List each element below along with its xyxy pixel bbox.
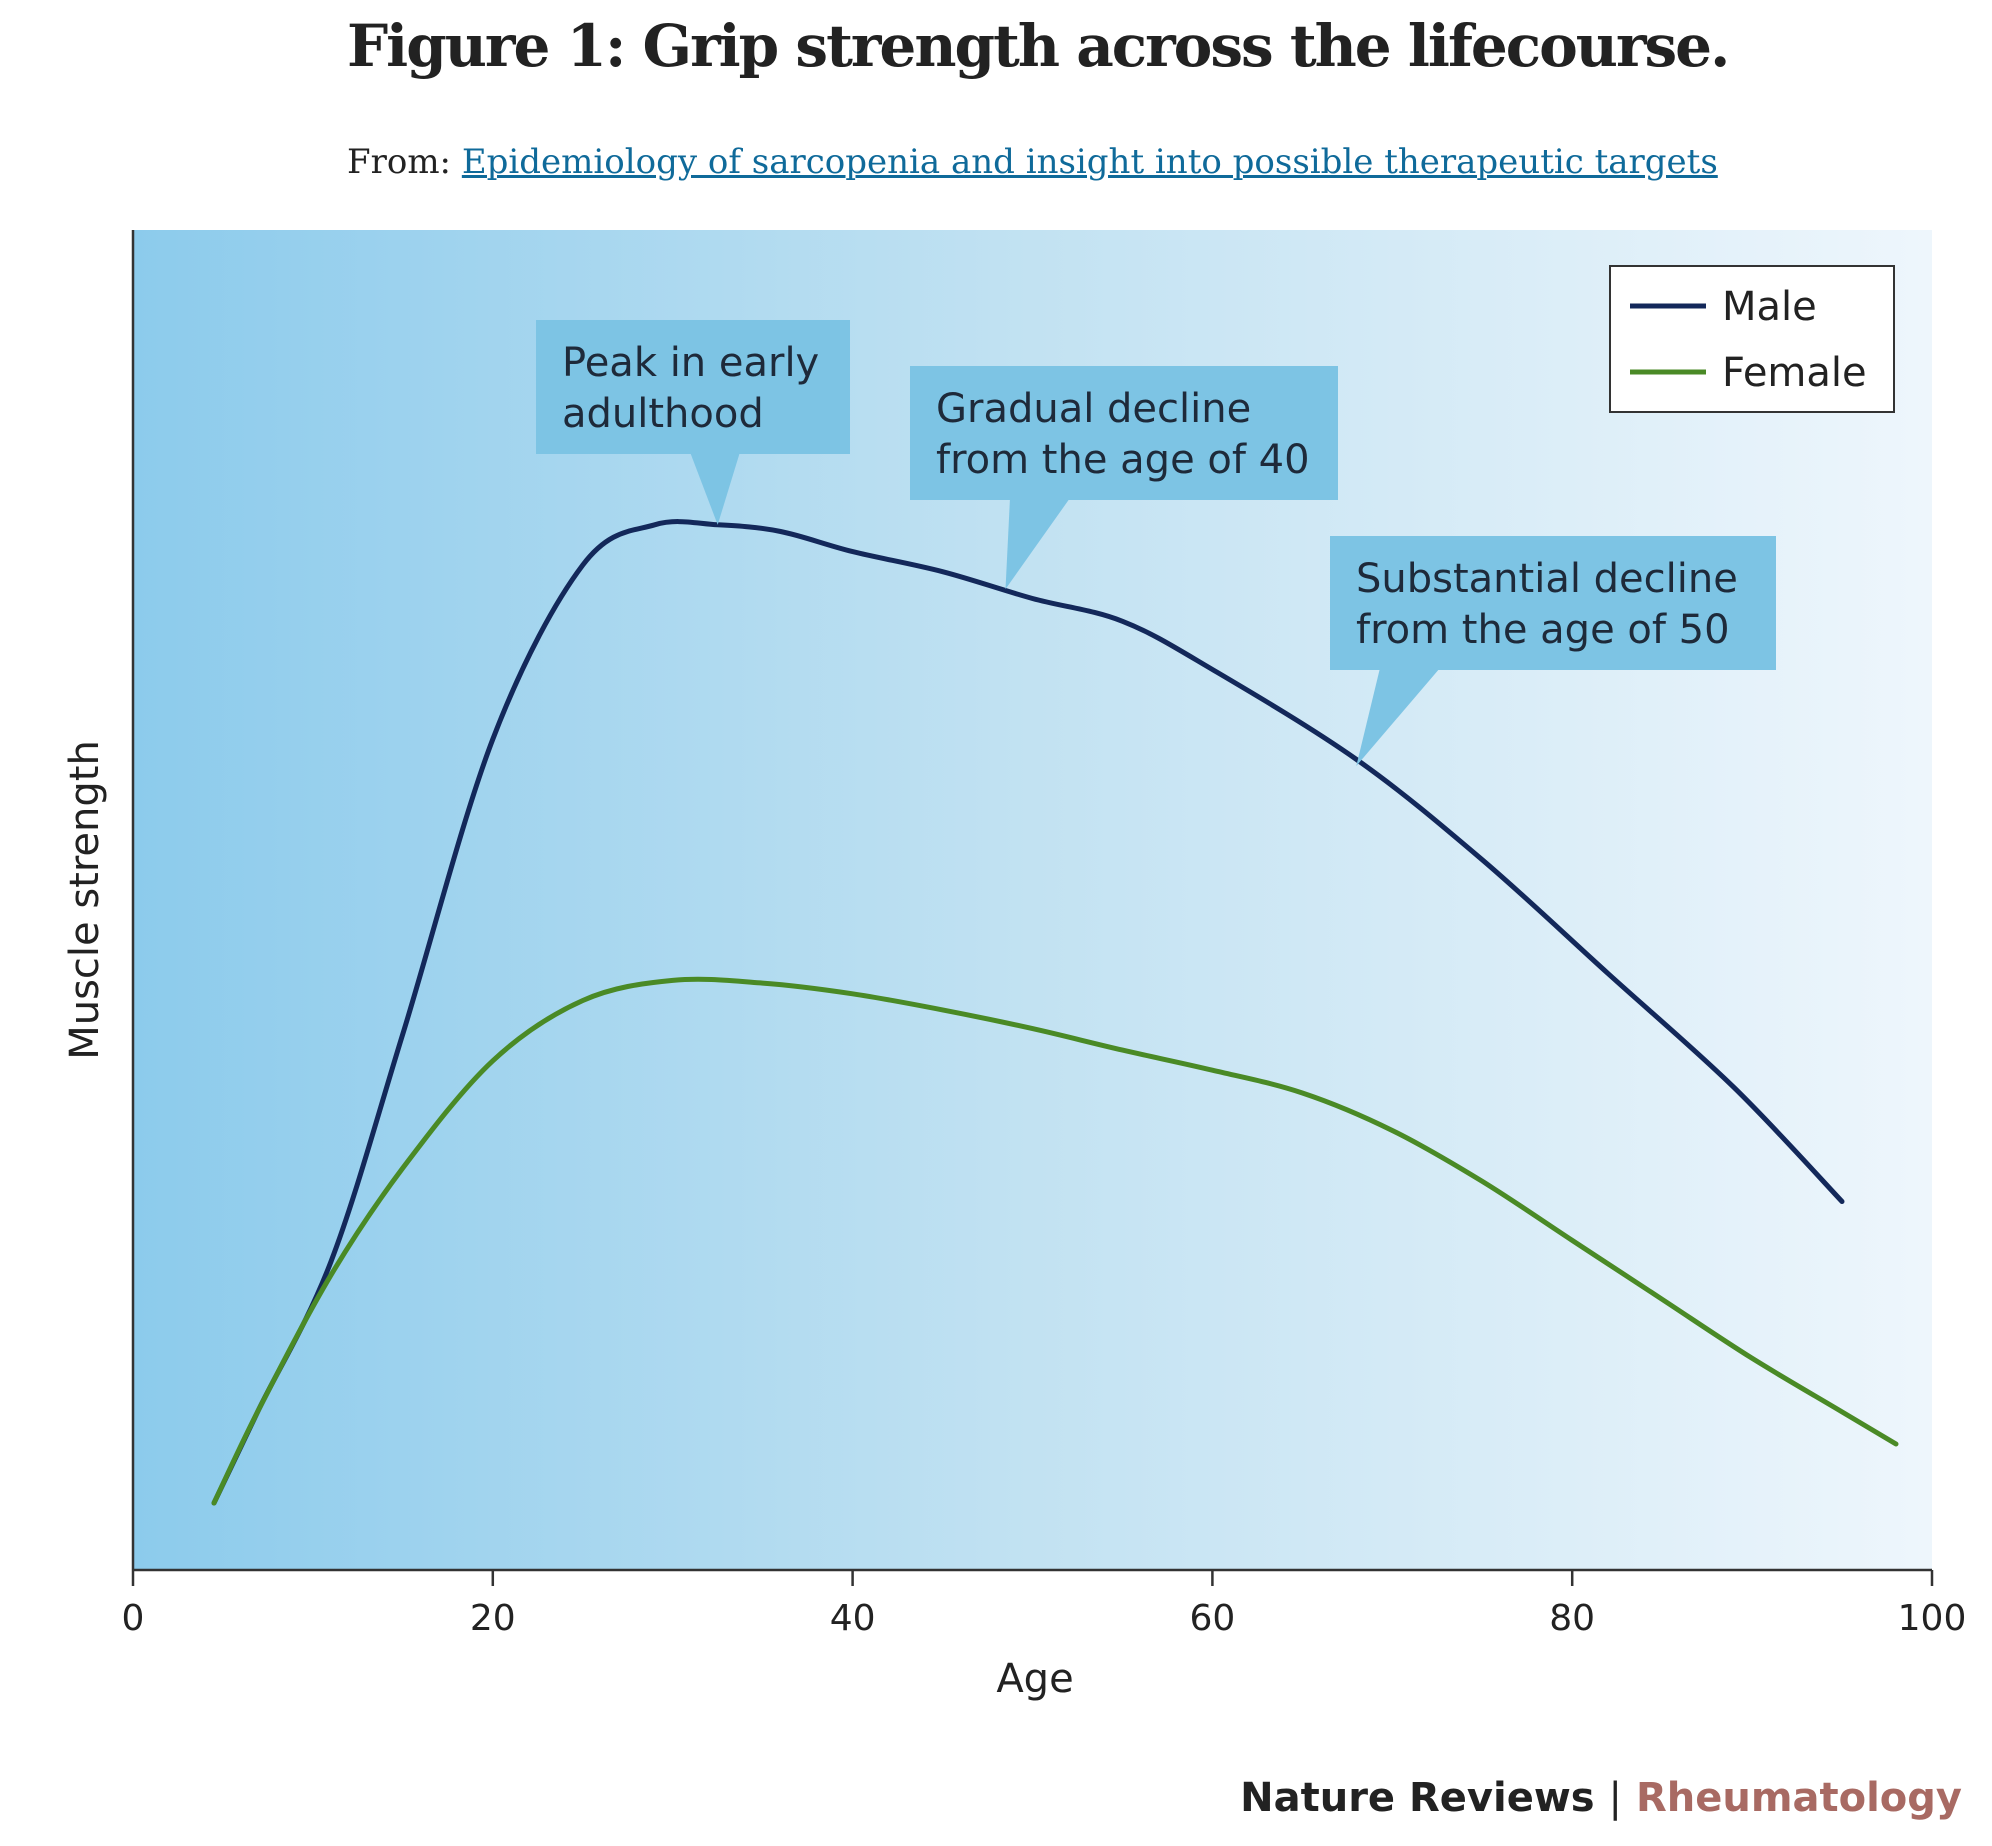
callout-3: Substantial decline from the age of 50 [1330, 536, 1776, 766]
callout-2: Gradual decline from the age of 40 [910, 366, 1338, 590]
x-axis-label: Age [996, 1656, 1073, 1702]
series-line-male [211, 519, 1845, 1506]
legend-label-male: Male [1722, 284, 1817, 330]
credit-journal: Nature Reviews [1240, 1775, 1595, 1821]
x-tick-label-60: 60 [1189, 1598, 1235, 1639]
series-layer [211, 519, 1899, 1506]
callout-text-line: Gradual decline [936, 386, 1251, 432]
callout-pointer [690, 452, 740, 525]
callout-text-line: from the age of 50 [1356, 607, 1730, 653]
source-article-link[interactable]: Epidemiology of sarcopenia and insight i… [461, 142, 1718, 182]
legend: Male Female [1609, 265, 1895, 413]
x-tick-label-100: 100 [1898, 1598, 1967, 1639]
callouts: Peak in early adulthood Gradual decline fro… [536, 320, 1776, 766]
legend-box [1609, 265, 1895, 413]
callout-text-line: Peak in early [562, 340, 819, 386]
x-tick-label-0: 0 [122, 1598, 145, 1639]
source-line: From: Epidemiology of sarcopenia and ins… [347, 142, 1718, 182]
x-ticks: 0 20 40 60 80 100 [122, 1570, 1967, 1639]
legend-label-female: Female [1722, 350, 1867, 396]
journal-credit: Nature Reviews | Rheumatology [1240, 1775, 1962, 1821]
callout-pointer [1005, 498, 1070, 590]
x-tick-label-20: 20 [470, 1598, 516, 1639]
callout-box [910, 366, 1338, 500]
x-tick-label-40: 40 [830, 1598, 876, 1639]
x-tick-label-80: 80 [1549, 1598, 1595, 1639]
credit-separator: | [1608, 1775, 1622, 1821]
credit-section: Rheumatology [1635, 1775, 1962, 1821]
series-line-female [211, 976, 1899, 1506]
callout-text-line: from the age of 40 [936, 437, 1310, 483]
callout-1: Peak in early adulthood [536, 320, 850, 525]
callout-text-line: adulthood [562, 391, 764, 437]
figure-title: Figure 1: Grip strength across the lifec… [347, 12, 1730, 80]
callout-box [1330, 536, 1776, 670]
callout-box [536, 320, 850, 454]
callout-text-line: Substantial decline [1356, 556, 1738, 602]
callout-pointer [1356, 668, 1440, 766]
from-label: From: [347, 142, 452, 182]
y-axis-label: Muscle strength [62, 740, 108, 1060]
